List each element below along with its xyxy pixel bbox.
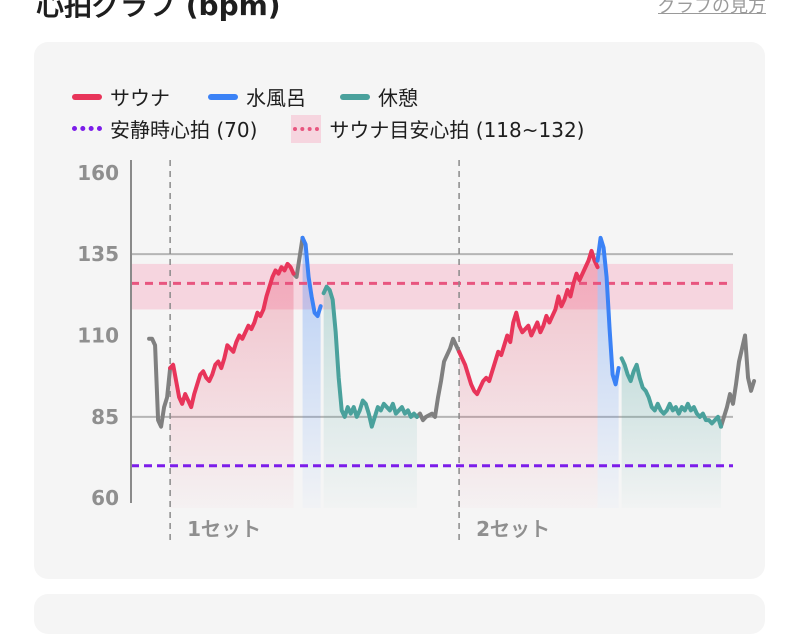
- legend-swatch-rest: [340, 93, 370, 100]
- y-tick-label-60: 60: [91, 486, 119, 510]
- series-fill-rest-2: [323, 286, 417, 508]
- legend-label-resting-hr: 安静時心拍 (70): [110, 118, 258, 142]
- legend-swatch-cold-bath: [208, 93, 238, 100]
- series-line-cold-bath-5: [300, 235, 323, 318]
- series-line-transition-2: [414, 336, 462, 423]
- legend-row-phases: サウナ 水風呂 休憩: [72, 82, 452, 111]
- series-line-rest-6: [321, 284, 419, 429]
- heart-rate-chart: 1セット 2セット 160 135 110 85 60: [77, 160, 757, 544]
- y-tick-label-160: 160: [77, 161, 119, 185]
- y-tick-label-110: 110: [77, 324, 119, 348]
- legend-row-references: 安静時心拍 (70) サウナ目安心拍 (118~132): [72, 114, 619, 143]
- series-fill-rest-5: [621, 358, 721, 508]
- chart-help-link[interactable]: グラフの見方: [658, 0, 766, 17]
- series-line-transition-0: [147, 336, 173, 429]
- y-tick-label-85: 85: [91, 405, 119, 429]
- legend-swatch-sauna: [72, 93, 102, 100]
- series-fill-cold-bath-1: [302, 237, 321, 508]
- series-line-transition-1: [291, 235, 305, 279]
- legend-item-rest: 休憩: [340, 82, 418, 111]
- legend-label-sauna-target: サウナ目安心拍 (118~132): [329, 118, 585, 142]
- legend-label-cold-bath: 水風呂: [246, 86, 306, 110]
- series-fill-cold-bath-4: [597, 237, 619, 508]
- series-fill-sauna-0: [170, 263, 294, 508]
- legend-item-sauna-target: サウナ目安心拍 (118~132): [291, 114, 585, 143]
- legend-item-resting-hr: 安静時心拍 (70): [72, 114, 257, 143]
- set-label-2: 2セット: [476, 517, 550, 541]
- series-line-sauna-7: [457, 248, 600, 397]
- set-label-1: 1セット: [187, 517, 261, 541]
- y-tick-label-135: 135: [77, 242, 119, 266]
- sauna-target-band: [131, 263, 733, 310]
- next-card: [34, 594, 765, 634]
- legend-label-sauna: サウナ: [110, 86, 170, 110]
- series-line-cold-bath-8: [595, 235, 621, 387]
- series-line-rest-9: [619, 356, 723, 429]
- legend-swatch-sauna-target: [291, 114, 322, 143]
- legend-swatch-resting-hr: [72, 126, 102, 131]
- legend-label-rest: 休憩: [378, 86, 418, 110]
- series-fill-sauna-3: [459, 250, 598, 508]
- page-title: 心拍グラフ (bpm): [36, 0, 281, 22]
- series-line-transition-3: [718, 333, 757, 429]
- legend-item-sauna: サウナ: [72, 82, 170, 111]
- series-line-sauna-4: [168, 261, 296, 410]
- legend-item-cold-bath: 水風呂: [208, 82, 306, 111]
